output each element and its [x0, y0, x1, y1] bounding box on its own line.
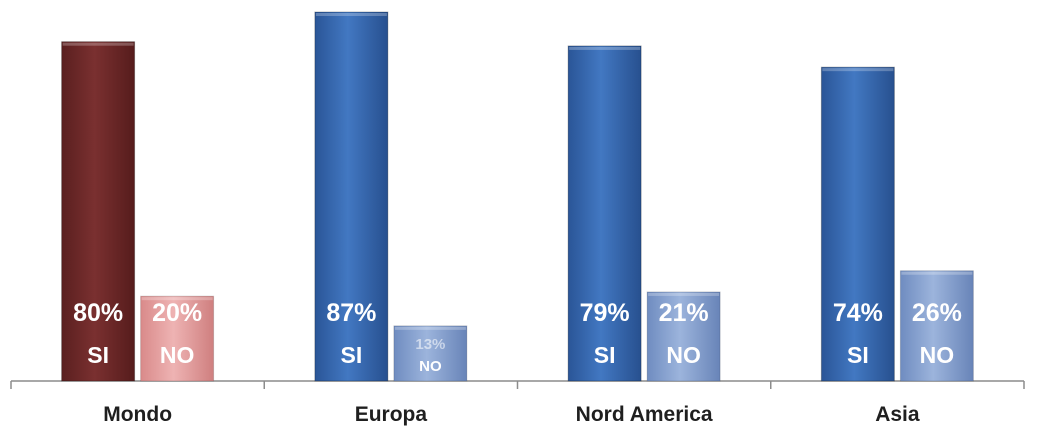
bar-value-label: 79% — [580, 299, 630, 327]
category-label: Asia — [875, 403, 920, 426]
axis — [10, 380, 1025, 389]
bar-value-label: 13% — [415, 336, 445, 353]
bar-series-label: NO — [920, 342, 955, 368]
bar-value-label: 20% — [152, 299, 202, 327]
category-label: Europa — [355, 403, 428, 426]
bar-series-label: SI — [847, 342, 869, 368]
bar-highlight — [141, 297, 213, 301]
bar-series-label: SI — [594, 342, 616, 368]
bar-value-label: 26% — [912, 299, 962, 327]
bar-highlight — [569, 46, 641, 50]
bar-highlight — [394, 326, 466, 330]
bar-value-label: 74% — [833, 299, 883, 327]
bar-value-label: 87% — [326, 299, 376, 327]
bar-labels: 80% SI 20% NO 87% SI 13% NO 79% SI 21% NO 74% SI 26% NO — [73, 299, 962, 375]
bar-highlight — [315, 13, 387, 16]
bar-value-label: 80% — [73, 299, 123, 327]
bar-no-asia — [899, 270, 974, 382]
category-label: Nord America — [576, 403, 713, 426]
bar-si-europa — [314, 11, 389, 382]
bar-series-label: NO — [666, 342, 701, 368]
bar-highlight — [648, 292, 720, 296]
bar-series-label: NO — [160, 342, 195, 368]
bars — [61, 11, 974, 382]
bar-highlight — [62, 42, 134, 46]
category-label: Mondo — [103, 403, 172, 426]
bar-series-label: SI — [341, 342, 363, 368]
bar-series-label: SI — [87, 342, 109, 368]
bar-si-mondo — [61, 41, 136, 382]
bar-no-mondo — [140, 295, 215, 382]
bar-si-nord-america — [567, 45, 642, 382]
bar-si-asia — [820, 66, 895, 382]
bar-highlight — [901, 271, 973, 275]
bar-highlight — [822, 68, 894, 72]
category-labels: Mondo Europa Nord America Asia — [103, 403, 920, 426]
bar-no-nord-america — [646, 291, 721, 382]
bar-no-europa — [393, 325, 468, 382]
bar-series-label: NO — [419, 358, 442, 375]
bar-value-label: 21% — [659, 299, 709, 327]
